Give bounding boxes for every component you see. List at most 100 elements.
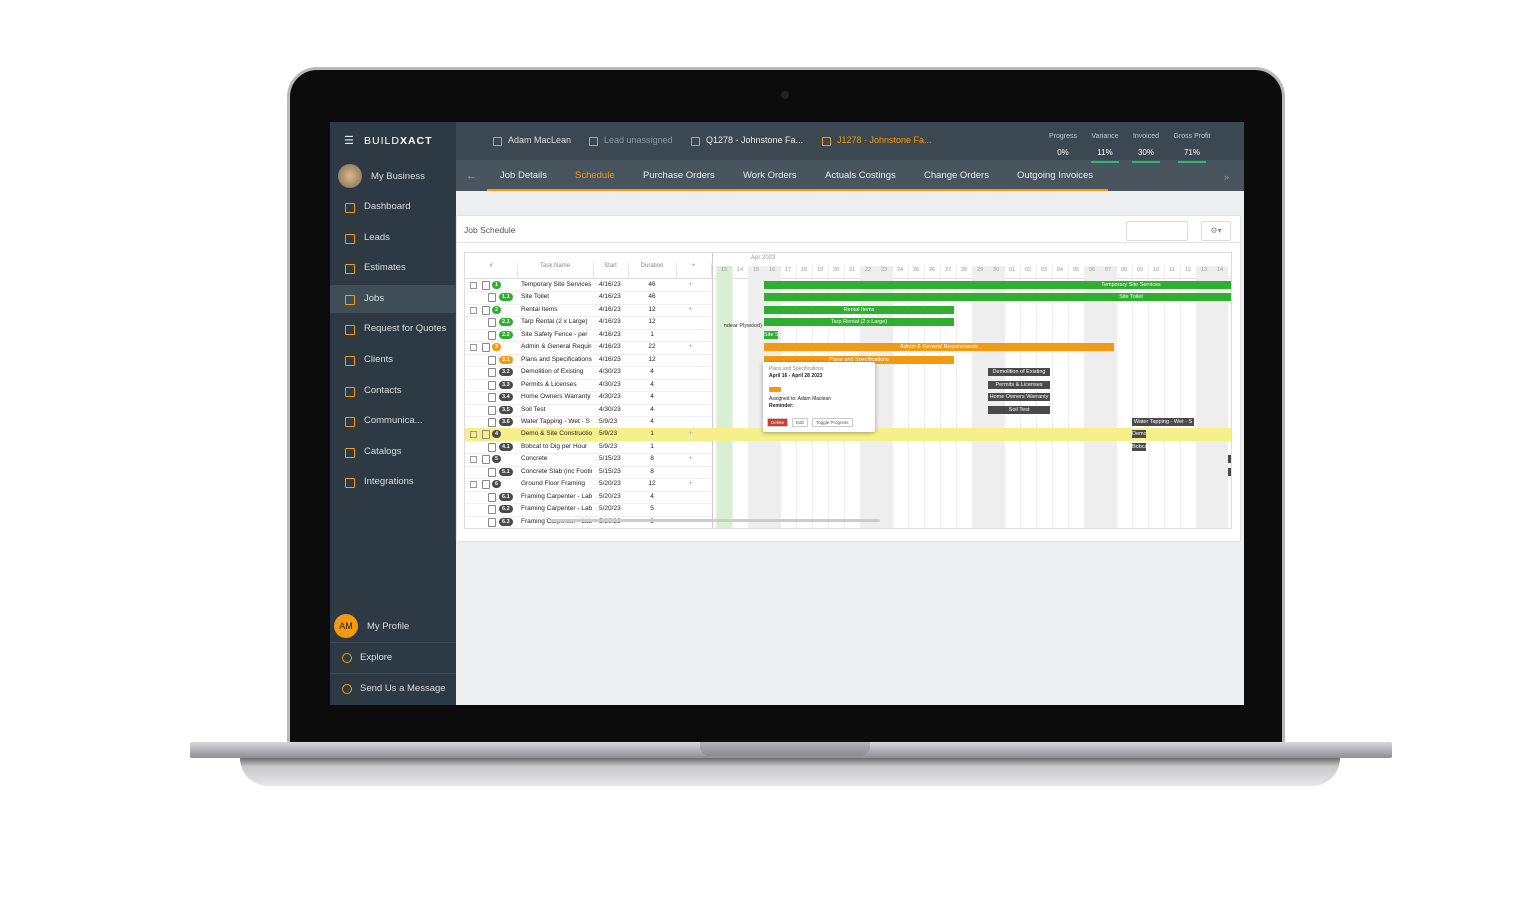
add-task[interactable]: + bbox=[688, 453, 694, 464]
tab-underline bbox=[487, 189, 1108, 191]
day-label: 27 bbox=[944, 267, 952, 273]
gantt-bar[interactable]: Bobcat to Dig per Hour bbox=[1132, 442, 1146, 451]
gantt-bar[interactable]: Demolition of Existing bbox=[988, 368, 1050, 377]
gantt-bar[interactable]: Temporary Site Services bbox=[764, 281, 1231, 289]
view-buttons[interactable] bbox=[1126, 221, 1188, 241]
nav-item[interactable]: Clients bbox=[364, 354, 394, 365]
menu-icon[interactable]: ☰ bbox=[344, 135, 354, 147]
header-bar bbox=[456, 122, 1244, 160]
day-label: 06 bbox=[1088, 267, 1096, 273]
day-column bbox=[1164, 266, 1180, 528]
nav-item[interactable]: Communica... bbox=[364, 415, 423, 427]
business-name[interactable]: My Business bbox=[371, 171, 425, 182]
tab[interactable]: Work Orders bbox=[743, 170, 797, 181]
popup-button[interactable]: Toggle Progress bbox=[812, 418, 853, 428]
gantt-bar[interactable]: Permits & Licenses bbox=[988, 380, 1050, 389]
task-start: 5/20/23 bbox=[599, 492, 621, 500]
gantt-bar[interactable]: Plans and Specifications bbox=[764, 355, 954, 364]
back-button[interactable]: ← bbox=[466, 170, 477, 182]
day-label: 08 bbox=[1120, 267, 1128, 273]
tab[interactable]: Change Orders bbox=[924, 170, 989, 181]
collapse-icon[interactable]: » bbox=[1224, 172, 1230, 182]
gantt-bar[interactable]: Demo & Site Construction bbox=[1132, 430, 1146, 439]
header-icon bbox=[691, 137, 700, 146]
gantt-bar[interactable]: Concrete Slab (inc Footings) bbox=[1228, 467, 1231, 476]
gantt-bar[interactable]: Tarp Rental (2 x Large) bbox=[764, 318, 954, 327]
nav-item[interactable]: Dashboard bbox=[364, 201, 411, 212]
expander[interactable] bbox=[470, 344, 477, 352]
footer-link[interactable]: Explore bbox=[360, 652, 393, 663]
profile-avatar[interactable]: AM bbox=[334, 614, 358, 638]
nav-item[interactable]: Leads bbox=[364, 231, 390, 243]
nav-item[interactable]: Request for Quotes bbox=[364, 323, 447, 335]
nav-icon bbox=[345, 386, 355, 397]
header-job[interactable]: J1278 - Johnstone Fa... bbox=[837, 135, 932, 145]
expander[interactable] bbox=[470, 306, 477, 314]
tab[interactable]: Schedule bbox=[575, 170, 615, 181]
add-task[interactable]: + bbox=[688, 279, 694, 289]
header-quote[interactable]: Q1278 - Johnstone Fa... bbox=[706, 135, 804, 145]
popup-button[interactable]: Edit bbox=[792, 418, 808, 428]
stat-label: Invoiced bbox=[1132, 133, 1160, 140]
row-rule bbox=[465, 378, 712, 380]
tab[interactable]: Outgoing Invoices bbox=[1017, 170, 1094, 181]
profile-link[interactable]: My Profile bbox=[367, 621, 410, 632]
day-label: 04 bbox=[1056, 267, 1064, 273]
gantt-bar[interactable]: Site Safety Fence - per bbox=[764, 330, 778, 339]
task-duration: 12 bbox=[648, 355, 656, 363]
settings-button[interactable]: ⚙▾ bbox=[1201, 221, 1231, 241]
footer-link[interactable]: Send Us a Message bbox=[360, 683, 446, 694]
expander[interactable] bbox=[470, 481, 477, 489]
gantt-bar[interactable]: Concrete bbox=[1228, 455, 1231, 464]
day-label: 20 bbox=[832, 267, 840, 273]
expander[interactable] bbox=[470, 431, 477, 439]
file-icon bbox=[488, 405, 496, 415]
task-duration: 4 bbox=[650, 380, 654, 388]
nav-item[interactable]: Integrations bbox=[364, 476, 414, 488]
gantt-bar[interactable]: Rental Items bbox=[764, 305, 954, 314]
row-rule bbox=[465, 465, 712, 467]
task-name: Tarp Rental (2 x Large) bbox=[521, 318, 588, 326]
add-task[interactable]: + bbox=[688, 428, 694, 439]
column-header: Duration bbox=[628, 263, 677, 279]
day-column bbox=[1100, 266, 1116, 528]
folder-icon bbox=[482, 281, 490, 290]
task-badge: 2.2 bbox=[499, 330, 513, 339]
gantt-bar[interactable]: Water Tapping - Wet - S bbox=[1132, 417, 1194, 426]
nav-icon bbox=[345, 447, 355, 458]
nav-icon bbox=[345, 417, 355, 428]
task-start: 5/15/23 bbox=[599, 467, 621, 475]
header-user[interactable]: Adam MacLean bbox=[508, 135, 572, 145]
tab[interactable]: Purchase Orders bbox=[643, 170, 715, 181]
day-label: 18 bbox=[800, 267, 808, 273]
add-task[interactable]: + bbox=[688, 341, 694, 352]
add-task[interactable]: + bbox=[688, 478, 694, 489]
nav-item[interactable]: Contacts bbox=[364, 384, 402, 396]
day-column bbox=[1148, 266, 1164, 528]
task-duration: 12 bbox=[648, 305, 656, 313]
day-label: 23 bbox=[880, 267, 888, 273]
gantt-bar[interactable]: Admin & General Requirements bbox=[764, 343, 1114, 352]
header-icon bbox=[822, 137, 831, 146]
nav-item[interactable]: Estimates bbox=[364, 262, 406, 274]
task-badge: 3.2 bbox=[499, 368, 513, 377]
expander[interactable] bbox=[470, 282, 477, 289]
task-duration: 12 bbox=[648, 480, 656, 488]
tab[interactable]: Job Details bbox=[500, 170, 547, 181]
add-task[interactable]: + bbox=[688, 303, 694, 314]
row-rule bbox=[465, 391, 712, 393]
file-icon bbox=[488, 505, 496, 515]
nav-item[interactable]: Catalogs bbox=[364, 445, 402, 457]
task-name: Demo & Site Construction bbox=[521, 430, 592, 438]
gantt-bar[interactable]: Home Owners Warranty bbox=[988, 393, 1050, 402]
nav-item[interactable]: Jobs bbox=[364, 292, 385, 304]
header-lead[interactable]: Lead unassigned bbox=[604, 135, 673, 145]
day-label: 05 bbox=[1072, 267, 1080, 273]
tab[interactable]: Actuals Costings bbox=[825, 170, 896, 181]
gantt-bar[interactable]: Soil Test bbox=[988, 405, 1050, 414]
task-duration: 4 bbox=[650, 368, 654, 376]
popup-button[interactable]: Delete bbox=[767, 418, 789, 428]
gantt-bar[interactable]: Site Toilet bbox=[764, 293, 1231, 302]
expander[interactable] bbox=[470, 456, 477, 464]
day-label: 11 bbox=[1169, 267, 1175, 273]
